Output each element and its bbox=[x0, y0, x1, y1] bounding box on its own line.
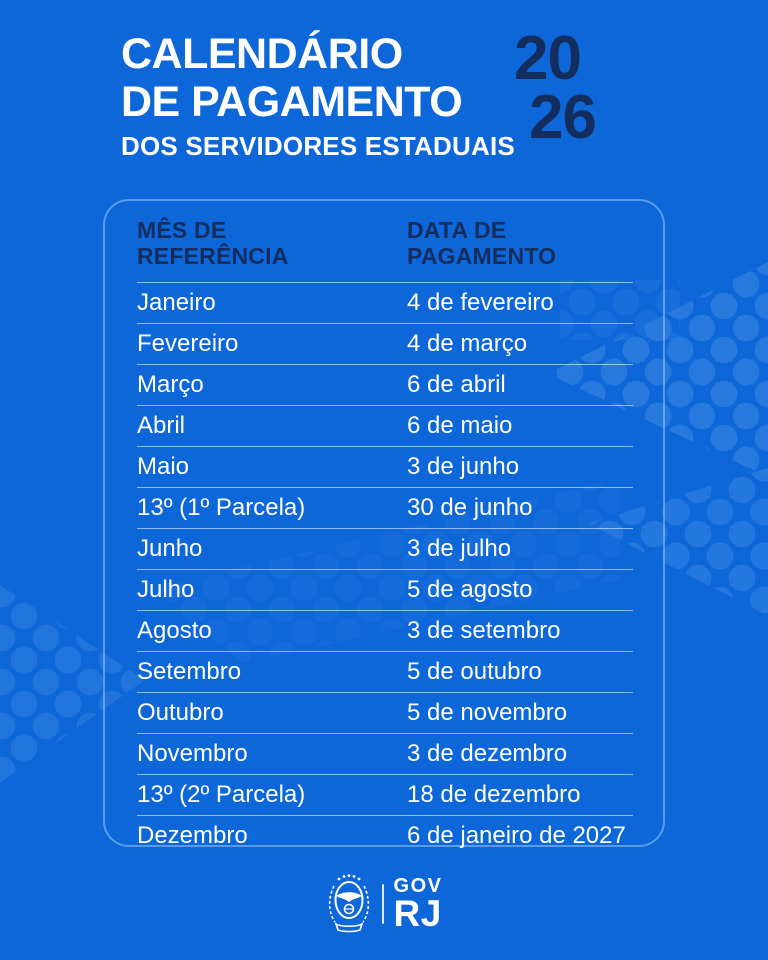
reference-month-cell: 13º (2º Parcela) bbox=[137, 781, 306, 808]
reference-month-cell: Fevereiro bbox=[137, 330, 239, 357]
logo-divider bbox=[381, 884, 384, 924]
year-top: 20 bbox=[514, 24, 582, 93]
payment-date-cell: 4 de março bbox=[407, 330, 528, 357]
reference-month-cell: Setembro bbox=[137, 658, 242, 685]
gov-label: GOV bbox=[393, 875, 443, 897]
footer-logo: GOV RJ bbox=[0, 868, 768, 940]
reference-month-cell: Novembro bbox=[137, 740, 248, 767]
payment-date-cell: 18 de dezembro bbox=[407, 781, 581, 808]
table-row: Abril 6 de maio bbox=[137, 405, 633, 446]
payment-date-cell: 6 de janeiro de 2027 bbox=[407, 822, 626, 849]
payment-date-cell: 3 de junho bbox=[407, 453, 520, 480]
reference-month-cell: Outubro bbox=[137, 699, 224, 726]
reference-month-cell: Dezembro bbox=[137, 822, 248, 849]
payment-date-cell: 5 de agosto bbox=[407, 576, 533, 603]
reference-month-cell: Agosto bbox=[137, 617, 212, 644]
payment-date-cell: 5 de novembro bbox=[407, 699, 568, 726]
payment-date-cell: 4 de fevereiro bbox=[407, 289, 554, 316]
table-row: Dezembro 6 de janeiro de 2027 bbox=[137, 815, 633, 856]
table-row: Março 6 de abril bbox=[137, 364, 633, 405]
table-row: Outubro 5 de novembro bbox=[137, 692, 633, 733]
payment-date-cell: 6 de abril bbox=[407, 371, 506, 398]
reference-month-cell: 13º (1º Parcela) bbox=[137, 494, 306, 521]
reference-month-cell: Maio bbox=[137, 453, 190, 480]
table-row: Junho 3 de julho bbox=[137, 528, 633, 569]
reference-month-cell: Junho bbox=[137, 535, 203, 562]
column-header-reference-month: MÊS DE REFERÊNCIA bbox=[137, 217, 289, 269]
year-bottom: 26 bbox=[529, 83, 597, 152]
table-row: Janeiro 4 de fevereiro bbox=[137, 282, 633, 323]
table-header-row: MÊS DE REFERÊNCIA DATA DE PAGAMENTO bbox=[137, 217, 633, 282]
table-row: Fevereiro 4 de março bbox=[137, 323, 633, 364]
payment-date-cell: 3 de dezembro bbox=[407, 740, 568, 767]
reference-month-cell: Julho bbox=[137, 576, 195, 603]
table-row: Maio 3 de junho bbox=[137, 446, 633, 487]
gov-rj-wordmark: GOV RJ bbox=[394, 876, 443, 932]
column-header-payment-date: DATA DE PAGAMENTO bbox=[407, 217, 557, 269]
payment-date-cell: 3 de setembro bbox=[407, 617, 561, 644]
table-body: Janeiro 4 de fevereiro Fevereiro 4 de março… bbox=[137, 282, 633, 856]
subtitle: DOS SERVIDORES ESTADUAIS bbox=[121, 131, 515, 161]
payment-table: MÊS DE REFERÊNCIA DATA DE PAGAMENTO Jane… bbox=[103, 199, 665, 849]
year-badge: 20 26 bbox=[514, 24, 597, 152]
table-row: 13º (2º Parcela) 18 de dezembro bbox=[137, 774, 633, 815]
reference-month-cell: Abril bbox=[137, 412, 186, 439]
table-row: Setembro 5 de outubro bbox=[137, 651, 633, 692]
payment-date-cell: 3 de julho bbox=[407, 535, 512, 562]
table-row: Novembro 3 de dezembro bbox=[137, 733, 633, 774]
table-row: Julho 5 de agosto bbox=[137, 569, 633, 610]
title-line-1: CALENDÁRIO bbox=[121, 30, 403, 78]
payment-date-cell: 5 de outubro bbox=[407, 658, 542, 685]
reference-month-cell: Janeiro bbox=[137, 289, 216, 316]
payment-date-cell: 6 de maio bbox=[407, 412, 513, 439]
payment-date-cell: 30 de junho bbox=[407, 494, 533, 521]
table-row: 13º (1º Parcela) 30 de junho bbox=[137, 487, 633, 528]
header: CALENDÁRIO DE PAGAMENTO DOS SERVIDORES E… bbox=[121, 30, 515, 161]
title-line-2: DE PAGAMENTO bbox=[121, 78, 463, 126]
reference-month-cell: Março bbox=[137, 371, 204, 398]
rj-label: RJ bbox=[393, 893, 442, 934]
table-row: Agosto 3 de setembro bbox=[137, 610, 633, 651]
rio-de-janeiro-coat-of-arms-icon bbox=[328, 874, 369, 933]
